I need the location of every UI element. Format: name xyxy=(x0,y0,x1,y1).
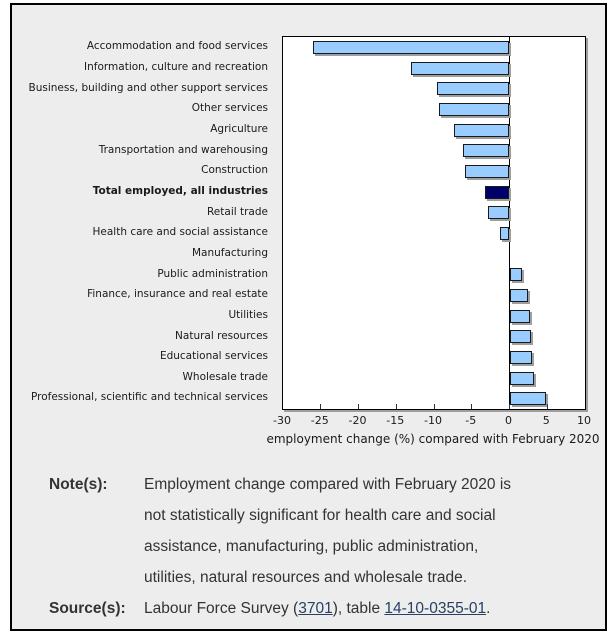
category-label-row: Other services xyxy=(12,98,272,119)
x-axis-tick xyxy=(433,404,435,409)
bar xyxy=(464,164,510,178)
source-label: Source(s): xyxy=(49,600,126,617)
source-text-mid: ), table xyxy=(332,600,385,617)
category-label: Natural resources xyxy=(175,329,268,342)
category-label: Manufacturing xyxy=(191,246,268,259)
category-label: Construction xyxy=(201,164,268,177)
note-label: Note(s): xyxy=(49,476,108,493)
x-axis-tick-label: -30 xyxy=(273,414,291,427)
bar xyxy=(509,330,531,344)
chart-panel: Accommodation and food services Informati… xyxy=(10,3,607,631)
category-label-row: Natural resources xyxy=(12,325,272,346)
x-axis-tick-label: 0 xyxy=(505,414,512,427)
note-text: Employment change compared with February… xyxy=(144,469,594,593)
category-label: Educational services xyxy=(159,350,268,363)
bar xyxy=(509,392,546,406)
bar xyxy=(499,226,510,240)
x-axis-title: employment change (%) compared with Febr… xyxy=(266,432,599,446)
note-line: utilities, natural resources and wholesa… xyxy=(144,569,468,586)
x-axis-tick-label: -5 xyxy=(465,414,477,427)
bar xyxy=(437,82,510,96)
bar xyxy=(509,309,530,323)
category-label: Utilities xyxy=(228,308,268,321)
note-line: Employment change compared with February… xyxy=(144,476,512,493)
category-label: Professional, scientific and technical s… xyxy=(30,391,268,404)
bar xyxy=(462,144,510,158)
category-label: Transportation and warehousing xyxy=(98,143,268,156)
category-label: Information, culture and recreation xyxy=(84,60,268,73)
x-axis-tick-labels: -30 -25 -20 -15 -10 -5 0 5 10 xyxy=(273,414,591,428)
category-label-row: Accommodation and food services xyxy=(12,36,272,57)
source-text-prefix: Labour Force Survey ( xyxy=(144,600,299,617)
x-axis-tick xyxy=(395,404,397,409)
category-label-row: Business, building and other support ser… xyxy=(12,77,272,98)
x-axis-tick-label: -25 xyxy=(310,414,329,427)
category-label: Wholesale trade xyxy=(182,370,268,383)
x-axis-tick-label: 10 xyxy=(577,414,591,427)
bar xyxy=(453,123,510,137)
x-axis-tick-label: -10 xyxy=(424,414,442,427)
category-label: Accommodation and food services xyxy=(86,40,268,53)
x-axis-title-text: employment change (%) compared with Febr… xyxy=(266,432,600,446)
category-label-row: Utilities xyxy=(12,305,272,326)
note-line: assistance, manufacturing, public admini… xyxy=(144,538,479,555)
category-label-row: Agriculture xyxy=(12,119,272,140)
category-label: Total employed, all industries xyxy=(92,184,268,197)
x-axis-tick xyxy=(471,404,473,409)
bar xyxy=(509,288,529,302)
category-label: Agriculture xyxy=(210,122,268,135)
x-axis-tick xyxy=(358,404,359,409)
category-label-row: Public administration xyxy=(12,263,272,284)
bar xyxy=(411,61,510,75)
source-text: Labour Force Survey (3701), table 14-10-… xyxy=(144,593,594,624)
note-line: not statistically significant for health… xyxy=(144,507,496,524)
category-label: Public administration xyxy=(157,267,268,280)
x-axis-tick xyxy=(546,404,548,409)
category-label-row: Total employed, all industries xyxy=(12,181,272,202)
category-label: Business, building and other support ser… xyxy=(28,81,268,94)
category-label-row: Educational services xyxy=(12,346,272,367)
x-axis-tick xyxy=(320,404,322,409)
category-label: Retail trade xyxy=(206,205,268,218)
source-link-survey[interactable]: 3701 xyxy=(298,600,333,617)
category-label-row: Wholesale trade xyxy=(12,367,272,388)
x-axis-tick-label: 5 xyxy=(542,414,550,427)
bar xyxy=(509,268,523,282)
source-link-table[interactable]: 14-10-0355-01 xyxy=(384,600,487,617)
bar-highlight xyxy=(485,185,510,199)
category-label-row: Finance, insurance and real estate xyxy=(12,284,272,305)
bar xyxy=(487,206,510,220)
bar xyxy=(439,102,510,116)
category-label-row: Health care and social assistance xyxy=(12,222,272,243)
bar xyxy=(509,371,535,385)
category-label-row: Transportation and warehousing xyxy=(12,139,272,160)
category-label: Finance, insurance and real estate xyxy=(87,288,268,301)
category-label: Health care and social assistance xyxy=(92,226,268,239)
x-axis-tick-label: -15 xyxy=(386,414,405,427)
zero-baseline xyxy=(509,37,510,409)
category-label-row: Retail trade xyxy=(12,201,272,222)
bar xyxy=(509,350,533,364)
source-text-suffix: . xyxy=(486,600,491,617)
bar xyxy=(313,40,510,54)
category-label: Other services xyxy=(191,102,268,115)
category-label-row: Manufacturing xyxy=(12,243,272,264)
x-axis-tick xyxy=(509,404,510,409)
notes-section: Note(s): Employment change compared with… xyxy=(49,469,594,624)
plot-area xyxy=(282,36,586,410)
x-axis-tick-label: -20 xyxy=(348,414,367,427)
category-label-row: Construction xyxy=(12,160,272,181)
category-label-row: Information, culture and recreation xyxy=(12,57,272,78)
category-axis: Accommodation and food services Informati… xyxy=(12,36,272,408)
category-label-row: Professional, scientific and technical s… xyxy=(12,387,272,408)
